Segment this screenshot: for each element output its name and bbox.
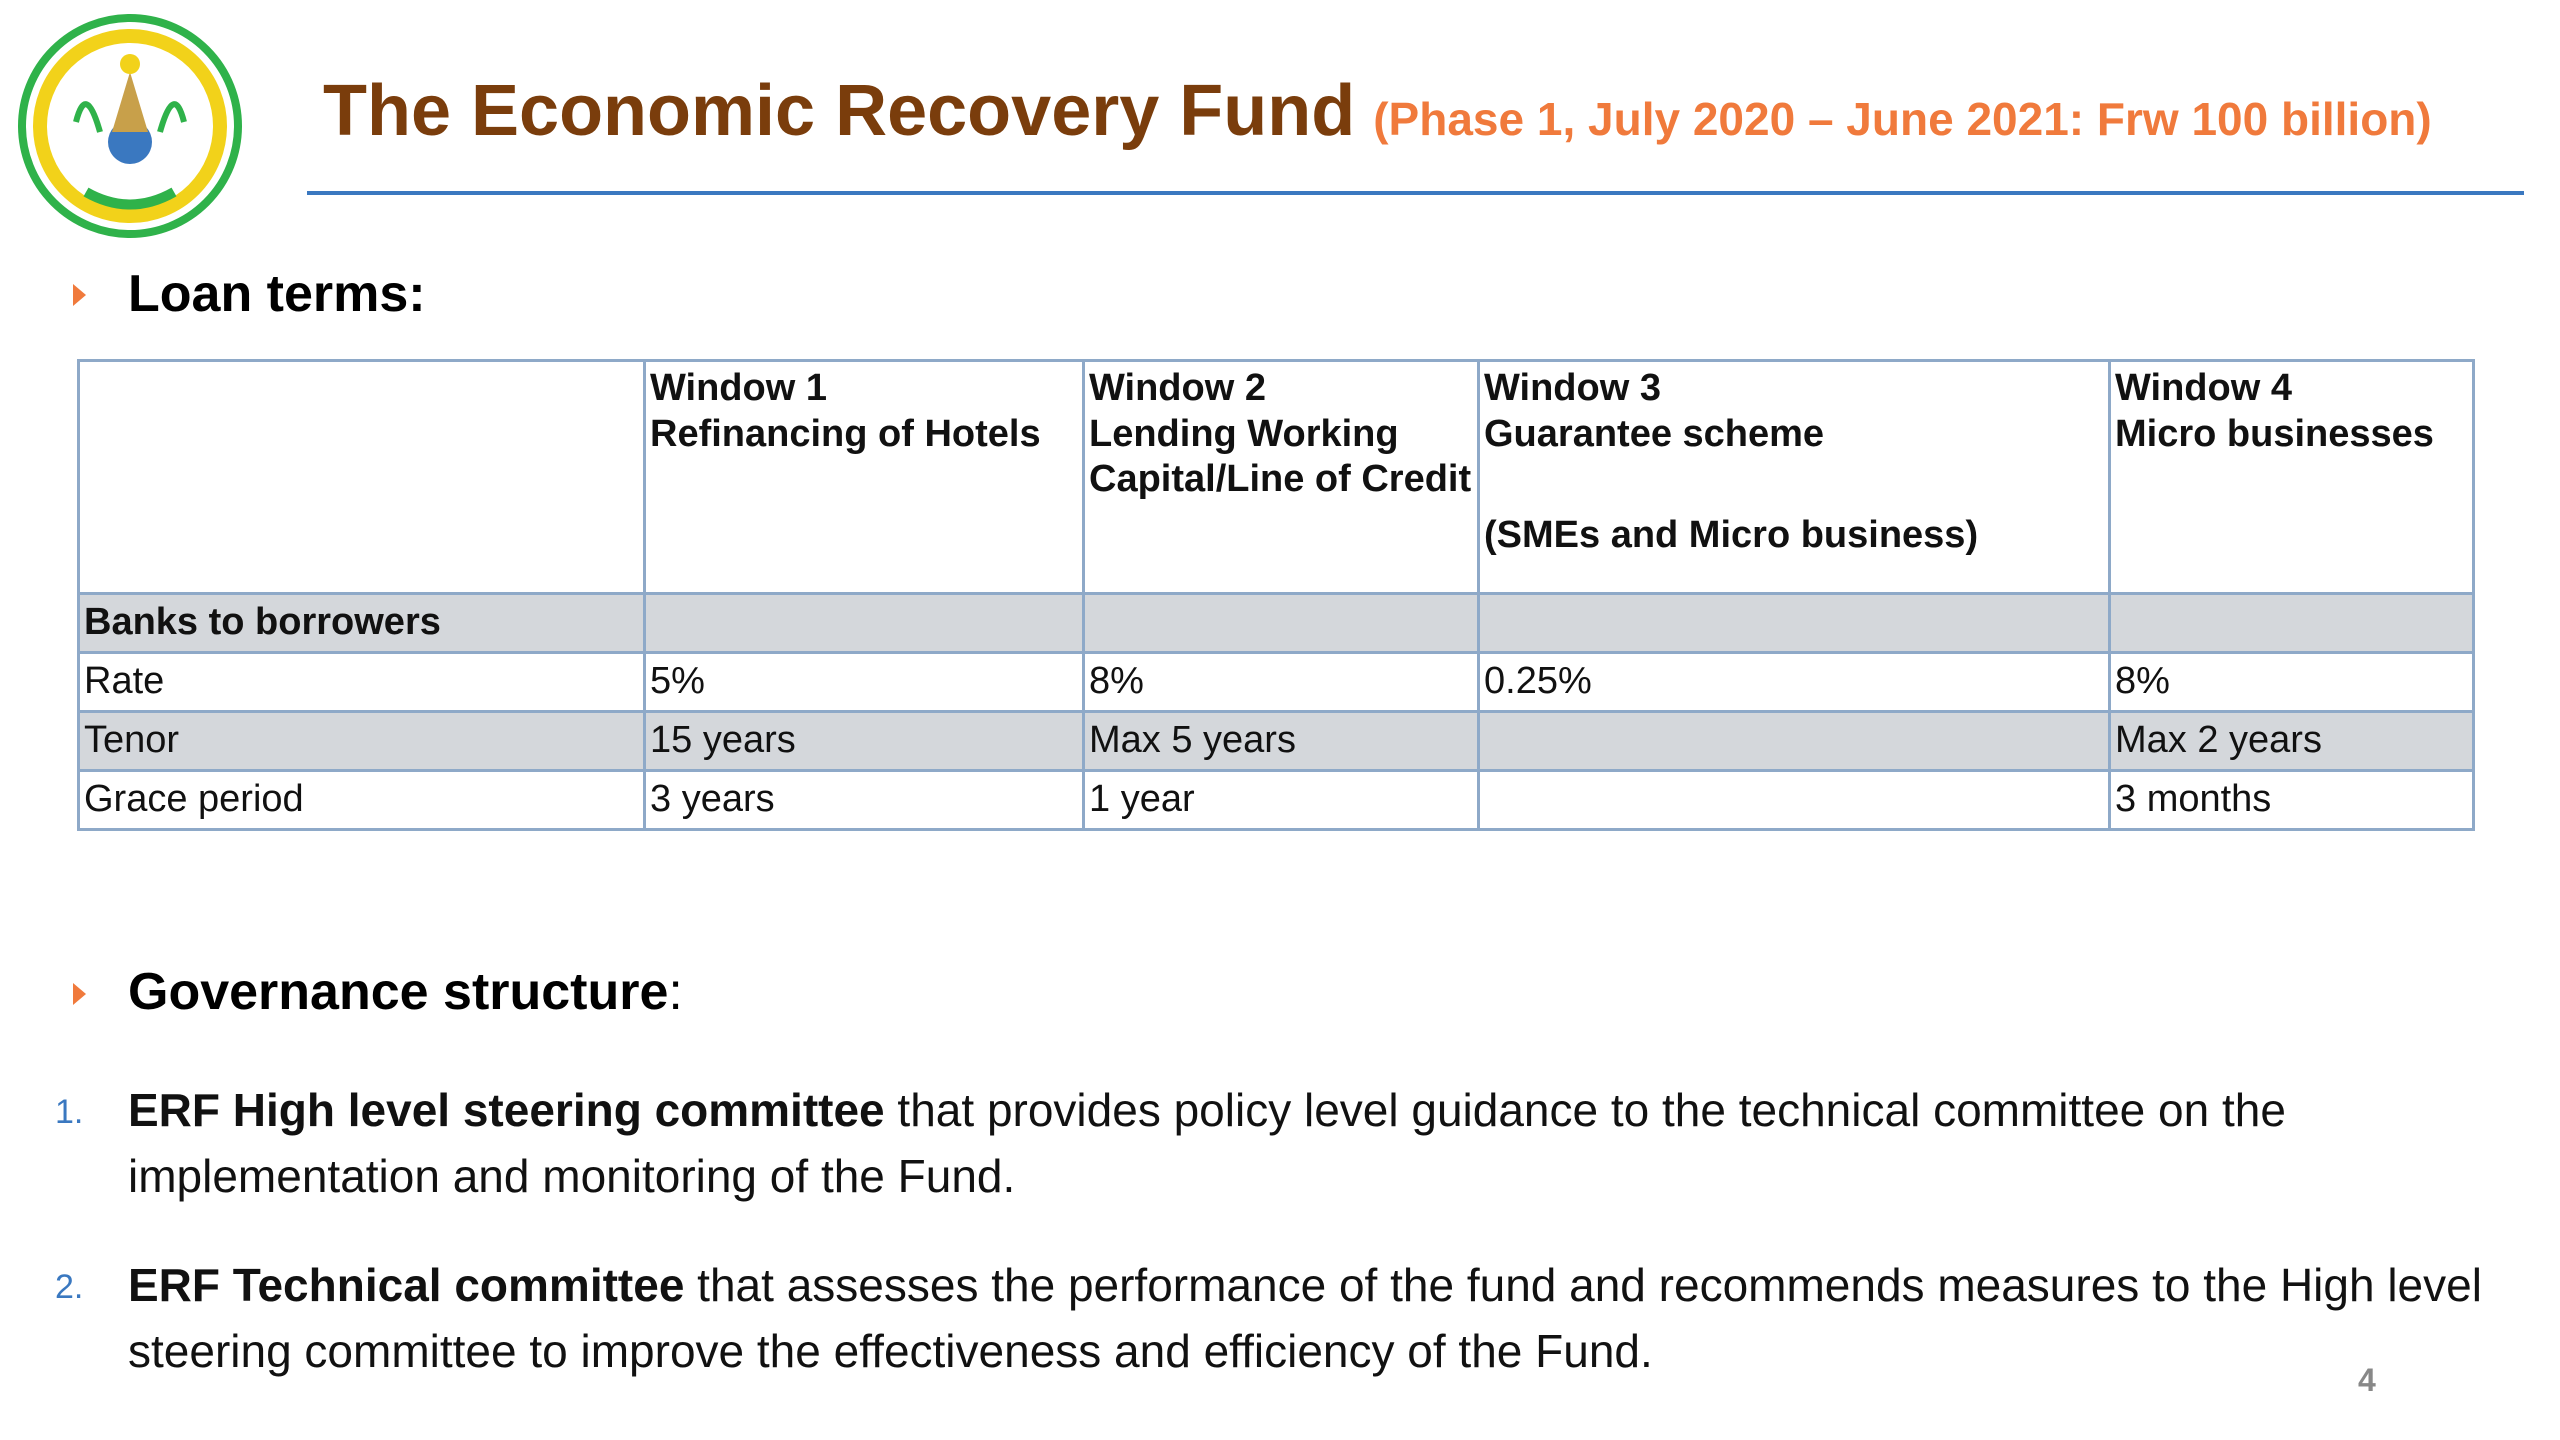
table-row: Grace period 3 years 1 year 3 months <box>77 769 2475 831</box>
header-cell: Window 4 Micro businesses <box>2108 359 2475 595</box>
header-line: Guarantee scheme <box>1484 412 1825 455</box>
page-number: 4 <box>2358 1362 2376 1398</box>
bullet <box>73 284 86 306</box>
item-text: that provides policy level guidance to t… <box>128 1084 2286 1202</box>
table-cell <box>643 592 1085 654</box>
table-cell <box>1477 769 2111 831</box>
table-cell <box>2108 592 2475 654</box>
table-cell: Max 2 years <box>2108 710 2475 772</box>
table-cell <box>1477 710 2111 772</box>
header-cell: Window 2 Lending Working Capital/Line of … <box>1082 359 1480 595</box>
table-cell: 5% <box>643 651 1085 713</box>
table-row: Rate 5% 8% 0.25% 8% <box>77 651 2475 713</box>
table-cell: 3 months <box>2108 769 2475 831</box>
item-number: 1. <box>55 1093 84 1131</box>
table-cell: Tenor <box>77 710 646 772</box>
heading-text: Governance structure <box>128 963 669 1021</box>
table-cell: 15 years <box>643 710 1085 772</box>
table-cell: Rate <box>77 651 646 713</box>
item-bold: ERF High level steering committee <box>128 1084 885 1136</box>
header-row: Window 1 Refinancing of Hotels Window 2 Len… <box>77 359 2475 595</box>
header-line: Window 2 <box>1089 367 1266 409</box>
list-item: ERF High level steering committee that p… <box>128 1077 2508 1209</box>
table-cell: Banks to borrowers <box>77 592 646 654</box>
table-row: Banks to borrowers <box>77 592 2475 654</box>
section-heading: Loan terms: <box>128 265 426 323</box>
section-heading: Governance structure: <box>128 962 683 1022</box>
table-cell <box>1477 592 2111 654</box>
subtitle: (Phase 1, July 2020 – June 2021: Frw 100… <box>1373 93 2432 145</box>
title-text: The Economic Recovery Fund <box>323 71 1356 151</box>
header-line: Lending Working Capital/Line of Credit <box>1089 412 1472 501</box>
table-cell: 8% <box>2108 651 2475 713</box>
loan-terms-table: Window 1 Refinancing of Hotels Window 2 Len… <box>77 359 2475 831</box>
logo <box>18 14 242 238</box>
header-cell: Window 1 Refinancing of Hotels <box>643 359 1085 595</box>
table-cell: Max 5 years <box>1082 710 1480 772</box>
header-line: (SMEs and Micro business) <box>1484 514 1979 557</box>
heading-suffix: : <box>668 963 683 1021</box>
table-cell: 3 years <box>643 769 1085 831</box>
header-line: Window 4 <box>2115 367 2292 409</box>
header-line: Window 3 <box>1484 367 1661 409</box>
table-row: Tenor 15 years Max 5 years Max 2 years <box>77 710 2475 772</box>
header-cell <box>77 359 646 595</box>
item-text: that assesses the performance of the fun… <box>128 1259 2482 1377</box>
title-rule <box>307 191 2524 195</box>
item-bold: ERF Technical committee <box>128 1259 685 1311</box>
table-cell <box>1082 592 1480 654</box>
table-cell: 8% <box>1082 651 1480 713</box>
list-item: ERF Technical committee that assesses th… <box>128 1252 2508 1384</box>
header-cell: Window 3 Guarantee scheme (SMEs and Micro … <box>1477 359 2111 595</box>
table-cell: 1 year <box>1082 769 1480 831</box>
table-cell: 0.25% <box>1477 651 2111 713</box>
item-number: 2. <box>55 1268 84 1306</box>
header-line: Refinancing of Hotels <box>650 412 1041 455</box>
table-cell: Grace period <box>77 769 646 831</box>
title: The Economic Recovery Fund (Phase 1, July… <box>323 70 2432 152</box>
header-line: Micro businesses <box>2115 412 2434 455</box>
header-line: Window 1 <box>650 367 827 409</box>
bullet <box>73 983 86 1005</box>
